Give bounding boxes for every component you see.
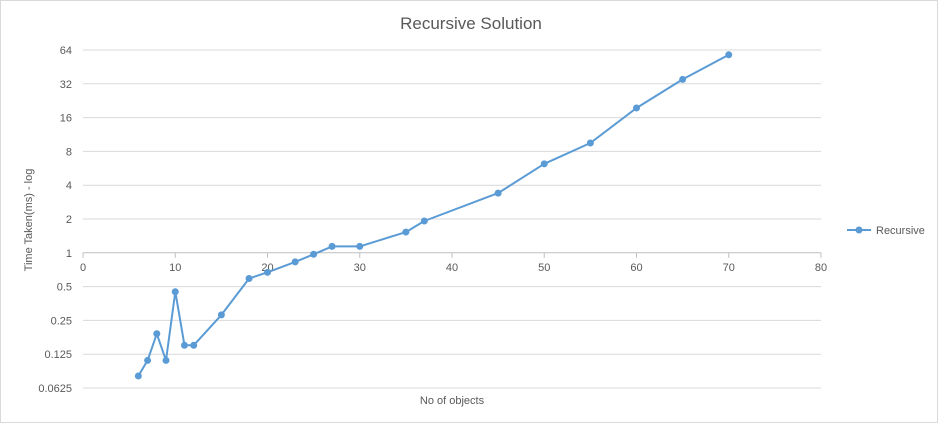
data-point bbox=[245, 275, 253, 283]
gridlines bbox=[83, 49, 821, 389]
legend-marker bbox=[855, 226, 863, 234]
x-tick-label: 40 bbox=[446, 262, 458, 274]
data-point bbox=[633, 104, 640, 112]
y-axis-label: Time Taken(ms) - log bbox=[23, 169, 35, 272]
data-point bbox=[310, 250, 318, 258]
data-point bbox=[356, 242, 364, 250]
x-tick-label: 0 bbox=[80, 262, 86, 274]
y-axis-tick-labels: 0.0625 0.125 0.25 0.5 1 2 4 8 16 32 64 bbox=[38, 45, 72, 395]
data-point bbox=[586, 139, 594, 147]
y-tick-label: 32 bbox=[60, 79, 72, 91]
data-point bbox=[291, 258, 299, 266]
x-tick-label: 10 bbox=[169, 262, 181, 274]
legend-label-recursive: Recursive bbox=[876, 225, 925, 237]
legend: Recursive bbox=[847, 225, 925, 237]
y-tick-label: 4 bbox=[66, 180, 72, 192]
y-tick-label: 1 bbox=[66, 248, 72, 260]
data-point bbox=[679, 75, 687, 83]
chart-title: Recursive Solution bbox=[400, 14, 542, 33]
x-tick-label: 30 bbox=[354, 262, 366, 274]
x-axis-label: No of objects bbox=[420, 395, 485, 407]
data-point bbox=[162, 356, 170, 364]
y-tick-label: 0.0625 bbox=[38, 383, 72, 395]
series-line bbox=[137, 53, 730, 377]
data-point bbox=[540, 160, 548, 168]
series-recursive bbox=[134, 51, 733, 380]
x-tick-label: 60 bbox=[630, 262, 642, 274]
data-point bbox=[402, 228, 410, 236]
y-tick-label: 16 bbox=[60, 113, 72, 125]
y-tick-label: 64 bbox=[60, 45, 72, 57]
y-tick-label: 0.5 bbox=[57, 282, 72, 294]
data-point bbox=[144, 356, 152, 364]
x-tick-label: 50 bbox=[538, 262, 550, 274]
data-point bbox=[180, 341, 188, 349]
y-tick-label: 8 bbox=[66, 146, 72, 158]
data-point bbox=[725, 51, 733, 59]
data-point bbox=[153, 330, 161, 338]
x-tick-label: 70 bbox=[723, 262, 735, 274]
data-point bbox=[328, 242, 336, 250]
y-tick-label: 0.25 bbox=[51, 315, 72, 327]
y-tick-label: 2 bbox=[66, 214, 72, 226]
data-point bbox=[190, 341, 198, 349]
x-tick-label: 80 bbox=[815, 262, 827, 274]
data-point bbox=[171, 288, 179, 296]
x-axis bbox=[82, 252, 822, 258]
data-point bbox=[420, 217, 428, 225]
x-axis-tick-labels: 0 10 20 30 40 50 60 70 80 bbox=[80, 262, 827, 274]
data-point bbox=[217, 311, 225, 319]
data-point bbox=[264, 268, 271, 276]
data-point bbox=[134, 372, 142, 380]
y-tick-label: 0.125 bbox=[44, 349, 72, 361]
data-point bbox=[494, 189, 502, 197]
